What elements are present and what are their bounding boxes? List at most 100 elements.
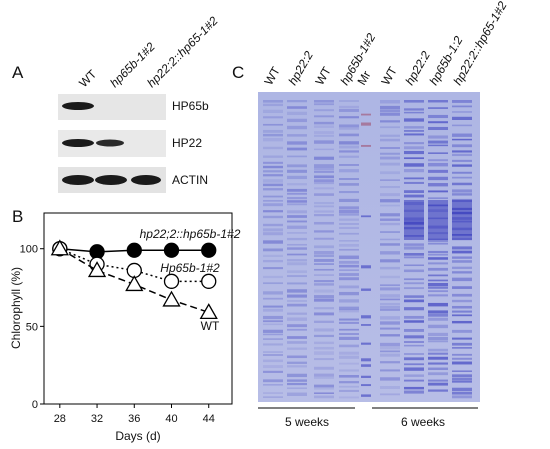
- gel-band: [452, 100, 472, 103]
- gel-band: [380, 346, 400, 350]
- y-tick-label: 0: [32, 399, 38, 411]
- gel-band: [263, 365, 283, 369]
- gel-band: [263, 323, 283, 326]
- gel-band: [428, 290, 448, 293]
- gel-band: [404, 315, 424, 319]
- gel-band: [428, 348, 448, 352]
- gel-band: [339, 145, 359, 149]
- gel-band: [287, 317, 307, 321]
- gel-band: [404, 335, 424, 339]
- gel-band: [263, 267, 283, 270]
- gel-band: [314, 179, 334, 183]
- gel-band: [314, 373, 334, 377]
- gel-band: [339, 213, 359, 216]
- gel-band: [314, 121, 334, 125]
- gel-band: [287, 328, 307, 331]
- gel-band: [428, 267, 448, 271]
- gel-band: [452, 138, 472, 141]
- gel-band: [404, 157, 424, 160]
- gel-band: [428, 176, 448, 181]
- gel-band: [380, 171, 400, 175]
- gel-band: [452, 380, 472, 383]
- gel-band: [263, 183, 283, 187]
- gel-band: [339, 381, 359, 384]
- gel-band: [339, 183, 359, 186]
- gel-band: [404, 390, 424, 394]
- series-label: hp22;2::hp65b-1#2: [140, 227, 241, 241]
- gel-band: [314, 307, 334, 310]
- gel-band: [404, 374, 424, 377]
- gel-band: [314, 115, 334, 118]
- gel-band: [263, 297, 283, 300]
- gel-band: [287, 275, 307, 278]
- gel-band: [339, 355, 359, 359]
- gel-band: [339, 336, 359, 340]
- gel-band: [263, 109, 283, 113]
- gel-band: [404, 181, 424, 184]
- lane-label: WT: [312, 64, 334, 88]
- gel-band: [339, 321, 359, 324]
- gel-band: [287, 303, 307, 307]
- gel-band: [314, 254, 334, 258]
- gel-band: [380, 302, 400, 306]
- gel-band: [263, 100, 283, 103]
- marker: [163, 242, 180, 258]
- gel-band: [452, 353, 472, 356]
- gel-band: [339, 362, 359, 365]
- gel-band: [404, 264, 424, 267]
- gel-band: [339, 206, 359, 210]
- gel-band: [428, 389, 448, 392]
- gel-band: [314, 245, 334, 249]
- gel-band: [287, 147, 307, 151]
- gel-band: [380, 386, 400, 390]
- gel-band: [452, 164, 472, 167]
- gel-band: [263, 103, 283, 107]
- x-tick-label: 28: [54, 413, 66, 425]
- gel-band: [339, 243, 359, 247]
- gel-band: [287, 259, 307, 262]
- gel-band: [452, 124, 472, 127]
- gel-band: [287, 200, 307, 203]
- gel-band: [263, 291, 283, 295]
- gel-band: [428, 367, 448, 371]
- gel-band: [452, 200, 472, 240]
- gel-band: [263, 165, 283, 169]
- gel-band: [380, 231, 400, 233]
- gel-band: [263, 146, 283, 150]
- gel-band: [380, 120, 400, 123]
- gel-band: [380, 284, 400, 287]
- gel-band: [428, 242, 448, 245]
- gel-band: [339, 389, 359, 392]
- gel-band: [452, 357, 472, 360]
- gel-band: [428, 159, 448, 162]
- gel-band: [428, 135, 448, 139]
- gel-band: [339, 385, 359, 388]
- gel-band: [404, 169, 424, 173]
- gel-band: [380, 105, 400, 110]
- gel-band: [314, 167, 334, 171]
- gel-band: [361, 364, 371, 367]
- gel-band: [428, 336, 448, 340]
- gel-band: [314, 274, 334, 276]
- gel-band: [263, 379, 283, 383]
- panel-label: A: [12, 63, 24, 82]
- gel-band: [452, 271, 472, 274]
- gel-band: [339, 269, 359, 271]
- lane-label: WT: [261, 64, 283, 88]
- gel-band: [428, 238, 448, 242]
- gel-band: [287, 361, 307, 364]
- gel-band: [428, 340, 448, 343]
- gel-band: [339, 260, 359, 264]
- gel-band: [287, 289, 307, 293]
- series-line: [59, 248, 209, 283]
- series-label: Hp65b-1#2: [160, 261, 220, 275]
- lane-label: Mr: [354, 68, 373, 87]
- gel-band: [380, 306, 400, 309]
- gel-band: [380, 350, 400, 353]
- gel-band: [263, 195, 283, 198]
- x-tick-label: 40: [165, 413, 177, 425]
- gel-band: [452, 370, 472, 373]
- gel-band: [263, 228, 283, 232]
- group-label: 5 weeks: [285, 415, 329, 429]
- gel-band: [404, 246, 424, 250]
